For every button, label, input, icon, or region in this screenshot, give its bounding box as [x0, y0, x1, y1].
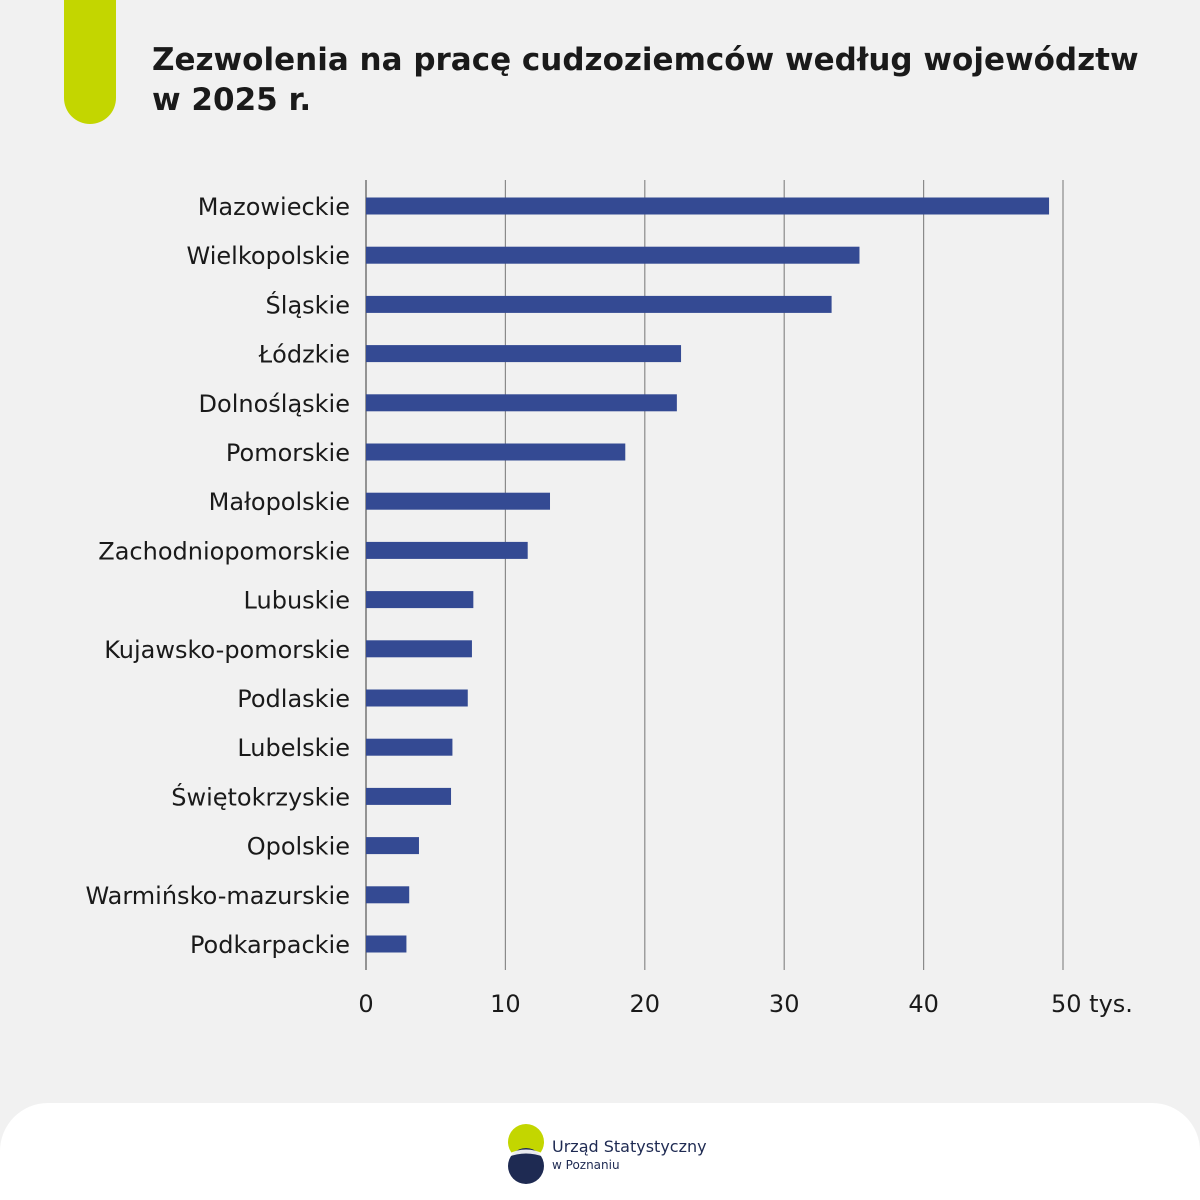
category-label: Pomorskie [226, 439, 350, 467]
category-labels: Mazowieckie Wielkopolskie Śląskie Łódzkie Do… [85, 193, 350, 959]
x-tick-label: 20 [630, 990, 661, 1018]
bar [366, 246, 860, 264]
category-label: Podlaskie [237, 685, 350, 713]
bar [366, 837, 419, 855]
page-title-line-1: Zezwolenia na pracę cudzoziemców według … [152, 42, 1139, 78]
x-tick-labels: 0 10 20 30 40 50 tys. [358, 990, 1133, 1018]
x-tick-label: 0 [358, 990, 373, 1018]
category-label: Kujawsko-pomorskie [104, 636, 350, 664]
accent-tab [64, 0, 116, 124]
category-label: Łódzkie [258, 341, 350, 369]
bar [366, 738, 453, 756]
bar [366, 345, 682, 363]
bar [366, 443, 626, 461]
x-tick-label: 50 tys. [1051, 990, 1133, 1018]
bar [366, 197, 1050, 215]
bars [366, 197, 1050, 953]
x-tick-label: 40 [908, 990, 939, 1018]
bar [366, 492, 551, 510]
bar [366, 689, 468, 707]
bar-chart: Mazowieckie Wielkopolskie Śląskie Łódzkie Do… [85, 180, 1133, 1018]
bar [366, 394, 677, 412]
category-label: Warmińsko-mazurskie [85, 882, 350, 910]
bar [366, 640, 472, 658]
page-title: Zezwolenia na pracę cudzoziemców według … [152, 40, 1152, 120]
bar [366, 935, 407, 953]
bar [366, 541, 528, 559]
category-label: Wielkopolskie [187, 242, 350, 270]
category-label: Mazowieckie [198, 193, 350, 221]
bar [366, 886, 410, 904]
category-label: Zachodniopomorskie [98, 537, 350, 565]
category-label: Dolnośląskie [199, 390, 350, 418]
bar [366, 591, 474, 609]
bar [366, 787, 452, 805]
category-label: Opolskie [247, 833, 350, 861]
category-label: Lubuskie [244, 587, 350, 615]
x-tick-label: 10 [490, 990, 521, 1018]
category-label: Małopolskie [209, 488, 350, 516]
category-label: Lubelskie [237, 734, 350, 762]
page-title-line-2: w 2025 r. [152, 82, 312, 118]
x-tick-label: 30 [769, 990, 800, 1018]
category-label: Podkarpackie [190, 931, 350, 959]
bar [366, 295, 832, 313]
org-city: w Poznaniu [552, 1158, 620, 1172]
category-label: Śląskie [266, 289, 350, 319]
category-label: Świętokrzyskie [171, 781, 350, 811]
logo-text: Urząd Statystyczny w Poznaniu [552, 1137, 707, 1173]
gus-logo-icon [508, 1124, 544, 1184]
org-name: Urząd Statystyczny [552, 1137, 707, 1156]
footer: Urząd Statystyczny w Poznaniu [0, 1103, 1200, 1200]
